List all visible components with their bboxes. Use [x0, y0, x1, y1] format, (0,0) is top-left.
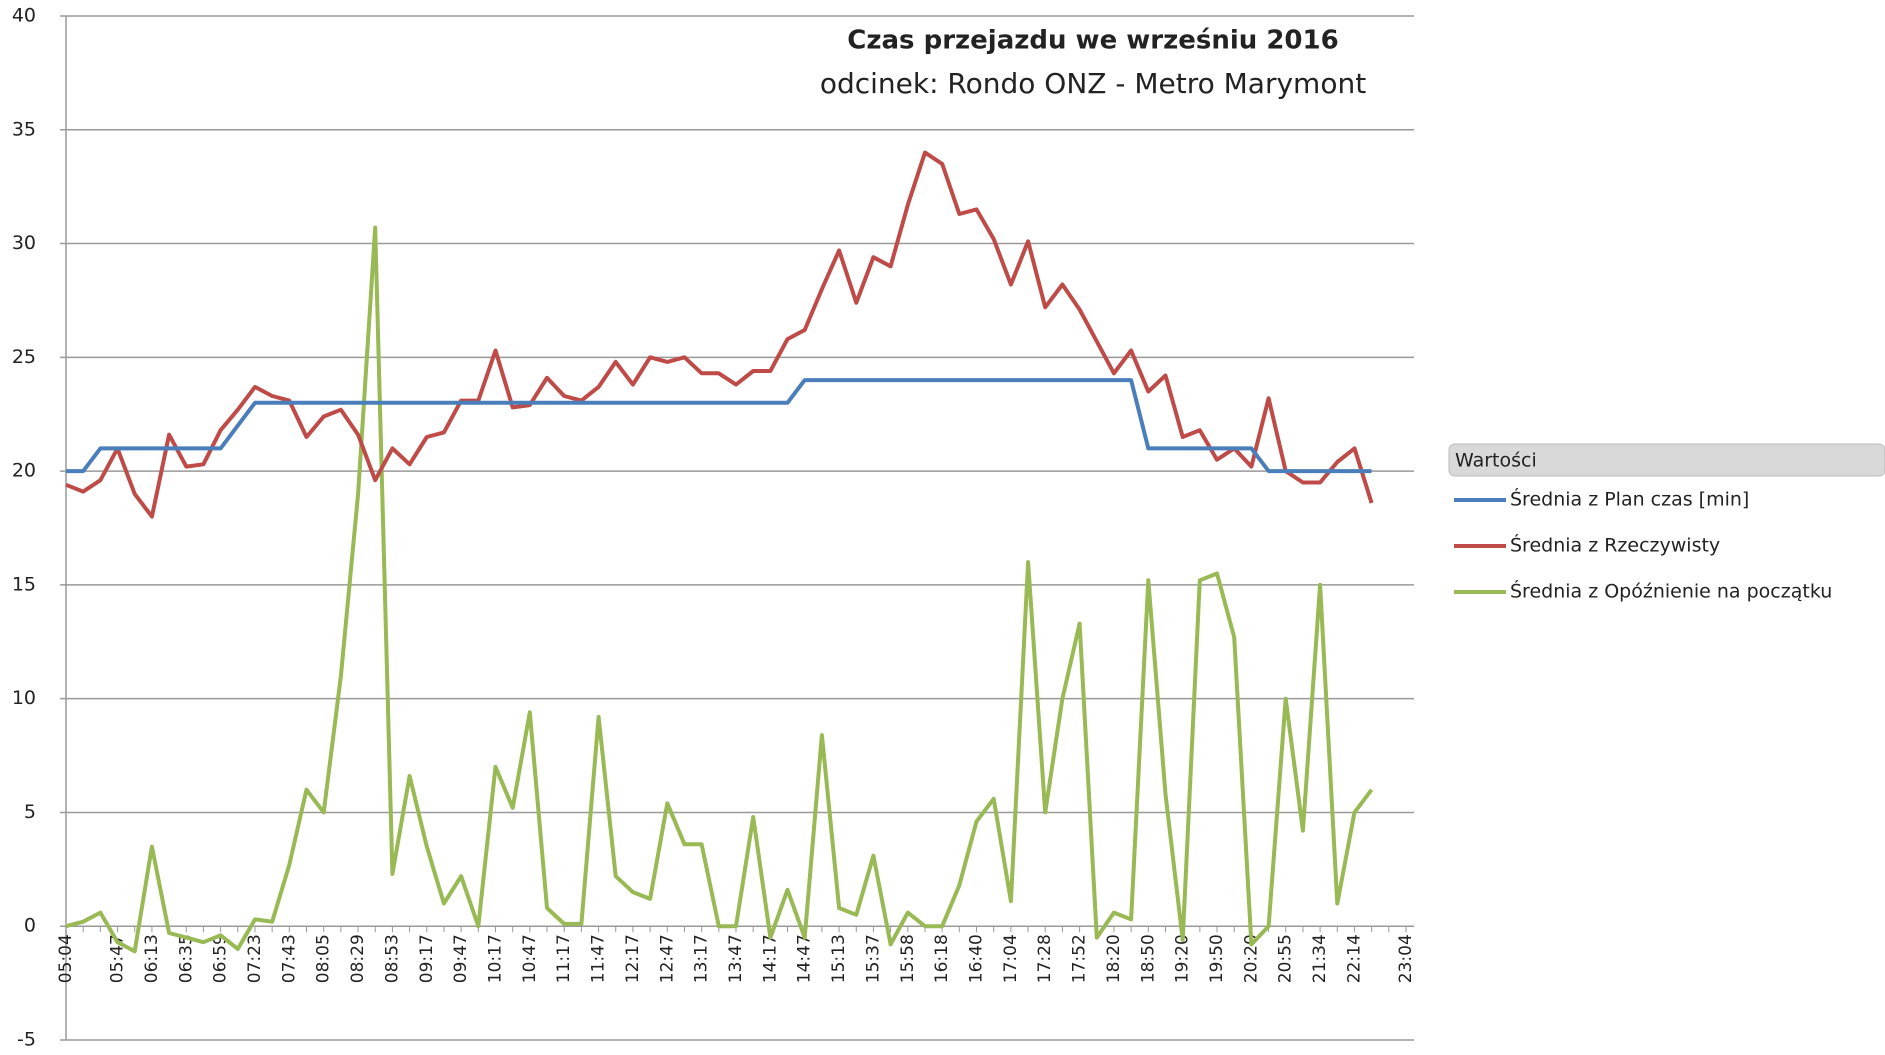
y-tick-label: 5 — [24, 801, 36, 823]
legend-label: Średnia z Rzeczywisty — [1510, 533, 1720, 557]
x-tick-label: 05:04 — [56, 934, 76, 983]
x-tick-label: 14:17 — [760, 934, 780, 983]
x-tick-label: 11:47 — [589, 934, 609, 983]
y-tick-label: 10 — [12, 687, 36, 709]
y-tick-label: 0 — [24, 915, 36, 937]
legend-title: Wartości — [1455, 450, 1537, 472]
x-tick-label: 11:17 — [554, 934, 574, 983]
x-tick-label: 08:05 — [314, 934, 334, 983]
x-tick-label: 21:34 — [1310, 934, 1330, 983]
chart-subtitle: odcinek: Rondo ONZ - Metro Marymont — [820, 67, 1366, 100]
x-tick-label: 06:59 — [211, 934, 231, 983]
legend-header — [1448, 443, 1885, 477]
x-tick-label: 14:47 — [795, 934, 815, 983]
x-tick-label: 19:50 — [1207, 934, 1227, 983]
y-tick-label: 40 — [12, 5, 36, 27]
x-tick-label: 10:17 — [485, 934, 505, 983]
x-tick-label: 17:28 — [1035, 934, 1055, 983]
x-tick-label: 19:20 — [1173, 934, 1193, 983]
legend-label: Średnia z Opóźnienie na początku — [1510, 579, 1832, 603]
x-tick-label: 15:13 — [829, 934, 849, 983]
chart-title: Czas przejazdu we wrześniu 2016 — [847, 26, 1338, 56]
x-tick-label: 09:17 — [417, 934, 437, 983]
x-tick-label: 17:04 — [1001, 934, 1021, 983]
x-tick-label: 06:13 — [142, 934, 162, 983]
x-tick-label: 16:40 — [967, 934, 987, 983]
series-line — [65, 225, 1374, 954]
series-line — [65, 150, 1374, 519]
x-tick-label: 23:04 — [1396, 934, 1416, 983]
x-tick-label: 16:18 — [932, 934, 952, 983]
x-tick-label: 10:47 — [520, 934, 540, 983]
x-tick-label: 12:17 — [623, 934, 643, 983]
y-tick-label: 20 — [12, 460, 36, 482]
x-tick-label: 13:17 — [692, 934, 712, 983]
y-tick-label: 30 — [12, 232, 36, 254]
x-tick-label: 07:43 — [279, 934, 299, 983]
x-tick-label: 17:52 — [1070, 934, 1090, 983]
series-line — [66, 378, 1372, 474]
x-tick-label: 09:47 — [451, 934, 471, 983]
x-tick-label: 13:47 — [726, 934, 746, 983]
x-tick-label: 07:23 — [245, 934, 265, 983]
x-tick-label: 18:50 — [1138, 934, 1158, 983]
x-tick-label: 20:55 — [1276, 934, 1296, 983]
x-tick-label: 20:20 — [1241, 934, 1261, 983]
x-tick-label: 15:37 — [863, 934, 883, 983]
x-tick-label: 18:20 — [1104, 934, 1124, 983]
x-tick-label: 12:47 — [657, 934, 677, 983]
y-tick-label: 15 — [12, 573, 36, 595]
x-tick-label: 22:14 — [1344, 934, 1364, 983]
x-tick-label: 06:35 — [176, 934, 196, 983]
y-tick-label: 35 — [12, 118, 36, 140]
x-tick-label: 15:58 — [898, 934, 918, 983]
x-tick-label: 08:53 — [382, 934, 402, 983]
y-tick-label: -5 — [17, 1029, 36, 1051]
y-tick-label: 25 — [12, 346, 36, 368]
x-tick-label: 08:29 — [348, 934, 368, 983]
legend-label: Średnia z Plan czas [min] — [1510, 487, 1749, 511]
